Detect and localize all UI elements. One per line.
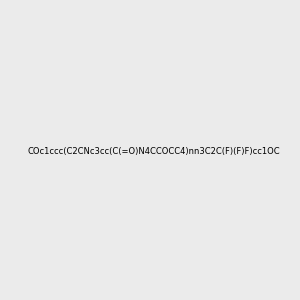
Text: COc1ccc(C2CNc3cc(C(=O)N4CCOCC4)nn3C2C(F)(F)F)cc1OC: COc1ccc(C2CNc3cc(C(=O)N4CCOCC4)nn3C2C(F)… [27, 147, 280, 156]
